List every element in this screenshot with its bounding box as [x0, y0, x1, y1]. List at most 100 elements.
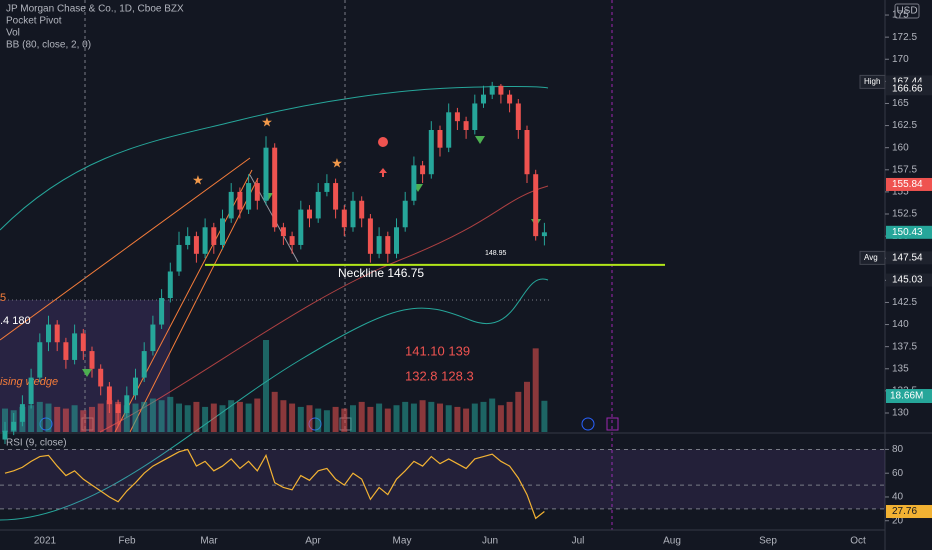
x-tick-label: 2021	[34, 536, 57, 547]
volume-bar	[71, 405, 78, 432]
price-label-box	[886, 273, 932, 287]
candle-body	[341, 209, 347, 228]
annotation: 132.8 128.3	[405, 368, 474, 383]
annotation: 5	[0, 292, 6, 304]
alert[interactable]	[378, 137, 388, 147]
y-tick-label: 175	[892, 10, 909, 21]
y-tick-label: 165	[892, 98, 909, 109]
rsi-band	[0, 449, 885, 509]
candle-body	[376, 236, 382, 254]
candle-body	[11, 421, 17, 431]
candle-body	[507, 94, 513, 104]
y-tick-label: 130	[892, 408, 909, 419]
rsi-tick-label: 40	[892, 492, 904, 503]
currency[interactable]: USD	[896, 6, 917, 17]
volume-bar	[341, 408, 348, 432]
candle-body	[541, 232, 547, 237]
price-label-name: High	[864, 77, 880, 86]
price-label-tag	[859, 74, 886, 89]
dividend-icon[interactable]	[581, 417, 595, 431]
candle-body	[394, 227, 399, 254]
candle-body	[211, 227, 217, 245]
rsi-last-label: 27.76	[892, 506, 917, 517]
candle-body	[254, 183, 260, 201]
y-tick-label: 152.5	[892, 209, 917, 220]
candle-body	[481, 94, 486, 104]
volume-bar	[524, 381, 530, 432]
volume-bar	[97, 403, 104, 432]
trendline	[129, 177, 259, 433]
indicator: Pocket Pivot	[6, 16, 62, 27]
x-tick-label: Sep	[759, 536, 777, 547]
volume-bar	[149, 398, 156, 432]
candle-body	[185, 236, 191, 245]
candle-body	[167, 271, 173, 299]
volume-bar	[454, 406, 461, 432]
volume-bar	[376, 403, 383, 432]
volume-bar	[315, 408, 322, 432]
volume-bar	[141, 401, 148, 432]
star: ★	[192, 172, 204, 187]
price-label-name: Avg	[864, 253, 878, 262]
volume-bar	[541, 400, 548, 432]
volume-bar	[132, 403, 139, 432]
volume-bar	[245, 403, 252, 432]
volume-bar	[176, 403, 182, 432]
volume-bar	[306, 405, 313, 432]
price-label: 167.44	[892, 77, 923, 88]
candle-body	[115, 404, 121, 413]
price-label-box	[886, 251, 932, 265]
candle-body	[446, 112, 452, 148]
title: JP Morgan Chase & Co., 1D, Cboe BZX	[6, 4, 184, 15]
earnings-icon[interactable]	[606, 417, 619, 431]
volume-bar	[367, 406, 374, 432]
volume-bar	[158, 400, 165, 432]
candle-body	[124, 395, 130, 413]
candle-body	[63, 342, 69, 360]
price-label: 155.84	[892, 179, 923, 190]
volume-bar	[62, 408, 69, 432]
volume-bar	[271, 391, 278, 432]
price-label: 145.03	[892, 275, 923, 286]
y-tick-label: 140	[892, 319, 909, 330]
currency-box[interactable]	[894, 3, 920, 19]
volume-bar	[437, 403, 443, 432]
candle-body	[359, 200, 365, 219]
candle-body	[463, 121, 469, 130]
bb-basis	[99, 185, 549, 433]
volume-bar	[480, 401, 487, 432]
rsi-tick-label: 80	[892, 444, 904, 455]
candle-body	[498, 85, 504, 95]
candle-body	[454, 112, 460, 122]
candle-body	[280, 227, 286, 237]
candle-body	[350, 200, 356, 228]
volume-bar	[332, 406, 339, 432]
annotation: 141.10 139	[405, 343, 470, 358]
trendline	[0, 157, 251, 341]
price-label-tag	[859, 250, 886, 265]
rsi-tick-label: 60	[892, 468, 904, 479]
volume-bar	[350, 405, 356, 432]
candle-body	[89, 351, 95, 369]
volume-bar	[219, 405, 226, 432]
candle-body	[150, 324, 156, 352]
candle-body	[411, 165, 417, 201]
candle-body	[228, 191, 234, 219]
candle-body	[159, 298, 165, 325]
signal	[82, 369, 92, 377]
candle-body	[367, 218, 373, 254]
volume-bar	[489, 398, 496, 432]
candle-body	[106, 386, 112, 405]
candle-body	[272, 147, 278, 228]
volume-bar	[106, 400, 113, 432]
candle-body	[19, 404, 25, 422]
y-tick-label: 170	[892, 54, 909, 65]
candle-body	[98, 368, 104, 387]
candle-body	[220, 218, 225, 245]
arrow	[379, 168, 387, 177]
candle-body	[263, 147, 269, 201]
candle-body	[428, 129, 434, 175]
price-label-box	[886, 177, 932, 191]
rsi-title: RSI (9, close)	[6, 438, 67, 449]
